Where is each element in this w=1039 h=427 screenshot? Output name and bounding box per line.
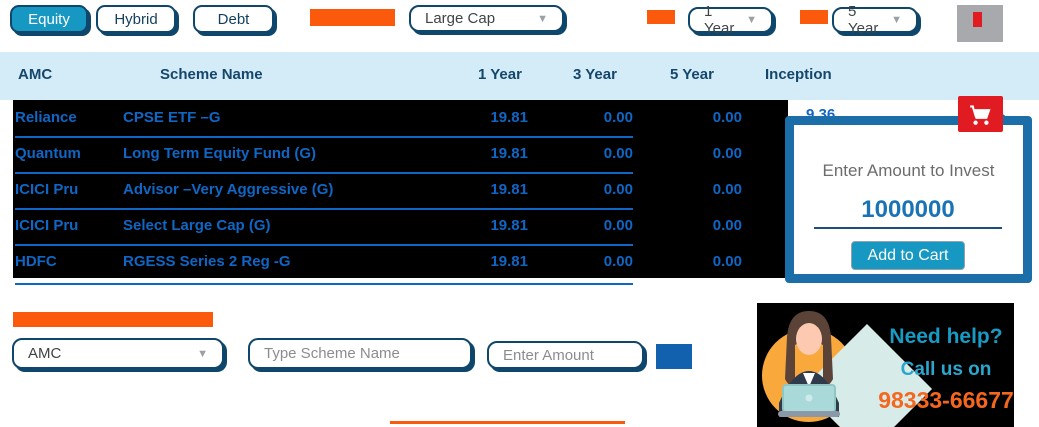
tab-equity[interactable]: Equity xyxy=(10,5,88,33)
cap-category-dropdown[interactable]: Large Cap ▼ xyxy=(409,5,564,32)
cell-amc: Quantum xyxy=(15,145,81,162)
scheme-name-input[interactable] xyxy=(248,338,472,369)
column-header: 5 Year xyxy=(670,66,714,83)
cell-y1: 19.81 xyxy=(490,217,528,234)
cell-scheme: CPSE ETF –G xyxy=(123,109,221,126)
tab-debt[interactable]: Debt xyxy=(193,5,274,33)
chevron-down-icon: ▼ xyxy=(197,347,208,360)
cell-amc: HDFC xyxy=(15,253,57,270)
cell-y5: 0.00 xyxy=(712,253,742,270)
amc-dropdown-value: AMC xyxy=(28,345,62,362)
orange-highlight-bar xyxy=(800,10,828,24)
row-divider xyxy=(15,283,633,285)
cell-amc: Reliance xyxy=(15,109,77,126)
column-header: Inception xyxy=(765,66,832,83)
table-row[interactable]: Reliance CPSE ETF –G 19.81 0.00 0.00 xyxy=(13,100,788,136)
cart-icon[interactable] xyxy=(958,96,1003,132)
table-header: AMC Scheme Name 1 Year 3 Year 5 Year Inceptio… xyxy=(0,52,1039,100)
cell-y3: 0.00 xyxy=(603,109,633,126)
add-to-cart-button[interactable]: Add to Cart xyxy=(851,241,965,270)
orange-highlight-bar xyxy=(647,10,675,24)
invest-popup: Enter Amount to Invest Add to Cart xyxy=(785,98,1032,283)
cell-amc: ICICI Pru xyxy=(15,181,79,198)
row-divider xyxy=(15,136,633,138)
cell-y5: 0.00 xyxy=(712,145,742,162)
table-row[interactable]: HDFC RGESS Series 2 Reg -G 19.81 0.00 0.00 xyxy=(13,244,788,280)
chevron-down-icon: ▼ xyxy=(891,14,902,26)
cell-y5: 0.00 xyxy=(712,109,742,126)
help-phone-number[interactable]: 98333-66677 xyxy=(878,387,1014,413)
cart-indicator-icon xyxy=(973,12,982,27)
orange-underline xyxy=(390,421,625,424)
period-2-value: 5 Year xyxy=(848,3,879,37)
column-header: 3 Year xyxy=(573,66,617,83)
help-banner: Need help? Call us on 98333-66677 xyxy=(757,303,1014,427)
popup-title: Enter Amount to Invest xyxy=(822,161,995,180)
cell-y1: 19.81 xyxy=(490,253,528,270)
cell-y1: 19.81 xyxy=(490,109,528,126)
amount-input[interactable] xyxy=(487,341,644,369)
cell-y3: 0.00 xyxy=(603,181,633,198)
orange-highlight-bar xyxy=(310,9,395,26)
cell-y3: 0.00 xyxy=(603,253,633,270)
column-header: Scheme Name xyxy=(160,66,263,83)
invest-amount-input[interactable] xyxy=(814,193,1002,229)
chevron-down-icon: ▼ xyxy=(537,12,548,25)
chevron-down-icon: ▼ xyxy=(746,14,757,26)
cell-scheme: Long Term Equity Fund (G) xyxy=(123,145,317,162)
cell-scheme: Select Large Cap (G) xyxy=(123,217,271,234)
period-1-value: 1 Year xyxy=(704,3,735,37)
table-body: Reliance CPSE ETF –G 19.81 0.00 0.00 Quantum L… xyxy=(13,100,788,285)
table-row[interactable]: Quantum Long Term Equity Fund (G) 19.81 0.0… xyxy=(13,136,788,172)
cell-y3: 0.00 xyxy=(603,145,633,162)
quick-add-submit-button[interactable] xyxy=(656,344,692,369)
cell-y1: 19.81 xyxy=(490,181,528,198)
cell-y3: 0.00 xyxy=(603,217,633,234)
cell-amc: ICICI Pru xyxy=(15,217,79,234)
table-row[interactable]: ICICI Pru Select Large Cap (G) 19.81 0.00 0.… xyxy=(13,208,788,244)
row-divider xyxy=(15,172,633,174)
tab-hybrid[interactable]: Hybrid xyxy=(96,5,176,33)
cart-widget[interactable] xyxy=(957,5,1003,42)
row-divider xyxy=(15,208,633,210)
period-2-dropdown[interactable]: 5 Year ▼ xyxy=(832,3,918,37)
cell-y1: 19.81 xyxy=(490,145,528,162)
help-headline: Need help? xyxy=(889,325,1003,348)
row-divider xyxy=(15,244,633,246)
cell-y5: 0.00 xyxy=(712,217,742,234)
help-subline: Call us on xyxy=(900,359,992,380)
cart-glyph xyxy=(969,105,991,125)
column-header: 1 Year xyxy=(478,66,522,83)
amc-dropdown[interactable]: AMC ▼ xyxy=(12,338,224,369)
table-row[interactable]: ICICI Pru Advisor –Very Aggressive (G) 19.… xyxy=(13,172,788,208)
cell-scheme: RGESS Series 2 Reg -G xyxy=(123,253,291,270)
period-1-dropdown[interactable]: 1 Year ▼ xyxy=(688,3,773,37)
cell-y5: 0.00 xyxy=(712,181,742,198)
cell-scheme: Advisor –Very Aggressive (G) xyxy=(123,181,334,198)
support-agent-avatar xyxy=(778,311,840,417)
orange-highlight-bar xyxy=(13,312,213,327)
column-header: AMC xyxy=(18,66,53,83)
cap-category-value: Large Cap xyxy=(425,10,496,27)
